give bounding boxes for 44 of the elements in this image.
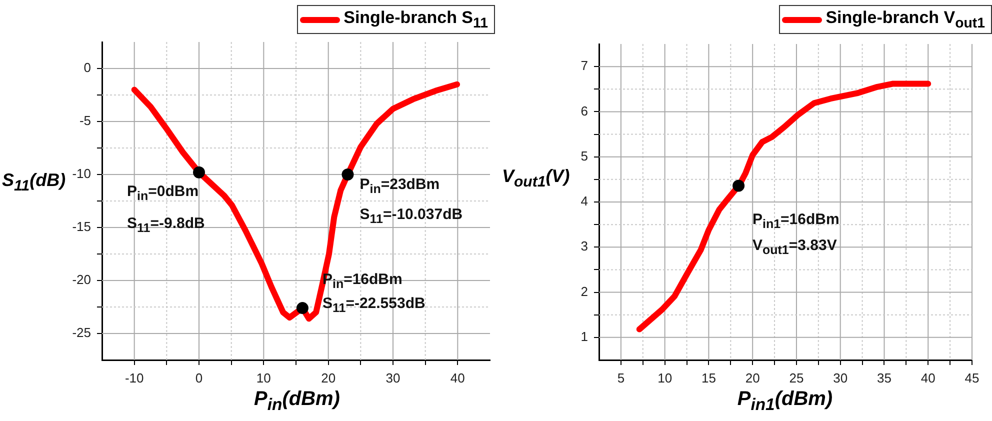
x-tick-label: 30	[386, 370, 400, 386]
x-tick-label: 45	[964, 370, 980, 386]
x-tick-label: 5	[617, 370, 625, 386]
x-tick-label: 0	[195, 370, 203, 386]
point	[193, 166, 205, 178]
y-tick-label: -10	[72, 166, 91, 182]
annotation: P$_{in}$=23dBm	[360, 174, 440, 198]
annotation: S$_{11}$=-9.8dB	[127, 214, 205, 238]
x-tick-label: 40	[450, 370, 465, 386]
x-tick-label: 10	[658, 370, 672, 386]
y-tick-label: 5	[580, 148, 588, 164]
legend-label: Single-branch S$_{11}$	[344, 8, 488, 32]
x-tick-label: 30	[833, 370, 848, 386]
x-tick-label: 10	[256, 370, 271, 386]
x-axis-title: P$_{in1}$(dBm)	[737, 388, 833, 415]
y-axis-title: S$_{11}$(dB)	[2, 170, 66, 195]
annotation: P$_{in1}$=16dBm	[752, 210, 840, 233]
annotation: V$_{out1}$=3.83V	[752, 236, 837, 259]
y-tick-label: 2	[580, 284, 588, 299]
y-tick-label: 0	[84, 60, 91, 76]
legend-label: Single-branch V$_{out1}$	[826, 8, 985, 32]
y-tick-label: -20	[72, 272, 91, 288]
y-axis-title: V$_{out1}$(V)	[502, 166, 570, 191]
y-tick-label: 7	[580, 58, 588, 74]
point	[342, 168, 354, 180]
y-tick-label: -5	[79, 113, 91, 128]
point	[296, 302, 308, 314]
x-axis-title: P$_{in}$(dBm)	[254, 388, 340, 415]
x-tick-label: 15	[701, 370, 716, 386]
annotation: S$_{11}$=-10.037dB	[360, 204, 463, 228]
x-tick-label: 40	[920, 370, 936, 386]
annotation: S$_{11}$=-22.553dB	[322, 294, 426, 318]
x-tick-label: 35	[877, 370, 892, 386]
y-tick-label: 6	[580, 103, 588, 118]
y-tick-label: -15	[72, 219, 91, 234]
x-tick-label: 20	[745, 370, 760, 386]
x-tick-label: 20	[321, 370, 336, 386]
y-tick-label: 4	[580, 194, 588, 209]
y-tick-label: -25	[72, 325, 91, 340]
annotation: P$_{in}$=0dBm	[127, 182, 199, 206]
y-tick-label: 3	[580, 238, 588, 254]
x-tick-label: 25	[789, 370, 804, 386]
x-tick-label: -10	[124, 370, 144, 386]
y-tick-label: 1	[580, 329, 588, 344]
